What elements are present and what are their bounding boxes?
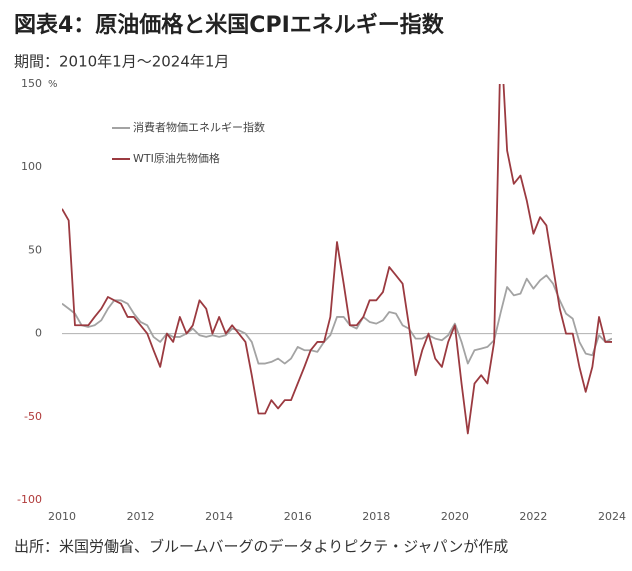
- y-tick-label: 50: [28, 243, 42, 256]
- y-tick-label: 150: [21, 77, 42, 90]
- chart-subtitle: 期間：2010年1月～2024年1月: [14, 53, 229, 71]
- x-tick-label: 2010: [48, 510, 76, 523]
- legend-label: WTI原油先物価格: [133, 151, 220, 165]
- x-tick-label: 2022: [519, 510, 547, 523]
- legend-label: 消費者物価エネルギー指数: [133, 120, 265, 134]
- chart-title: 図表4：原油価格と米国CPIエネルギー指数: [14, 12, 445, 38]
- y-tick-label: 100: [21, 160, 42, 173]
- x-tick-label: 2012: [127, 510, 155, 523]
- y-tick-label: -100: [17, 493, 42, 506]
- x-tick-label: 2018: [362, 510, 390, 523]
- x-tick-label: 2016: [284, 510, 312, 523]
- series-line: [62, 84, 612, 435]
- y-unit: %: [48, 79, 58, 90]
- source-note: 出所：米国労働省、ブルームバーグのデータよりピクテ・ジャパンが作成: [14, 538, 508, 556]
- x-tick-label: 2020: [441, 510, 469, 523]
- x-tick-label: 2014: [205, 510, 233, 523]
- series-line: [62, 274, 612, 365]
- y-tick-label: 0: [35, 327, 42, 340]
- y-tick-label: -50: [24, 410, 42, 423]
- x-tick-label: 2024: [598, 510, 626, 523]
